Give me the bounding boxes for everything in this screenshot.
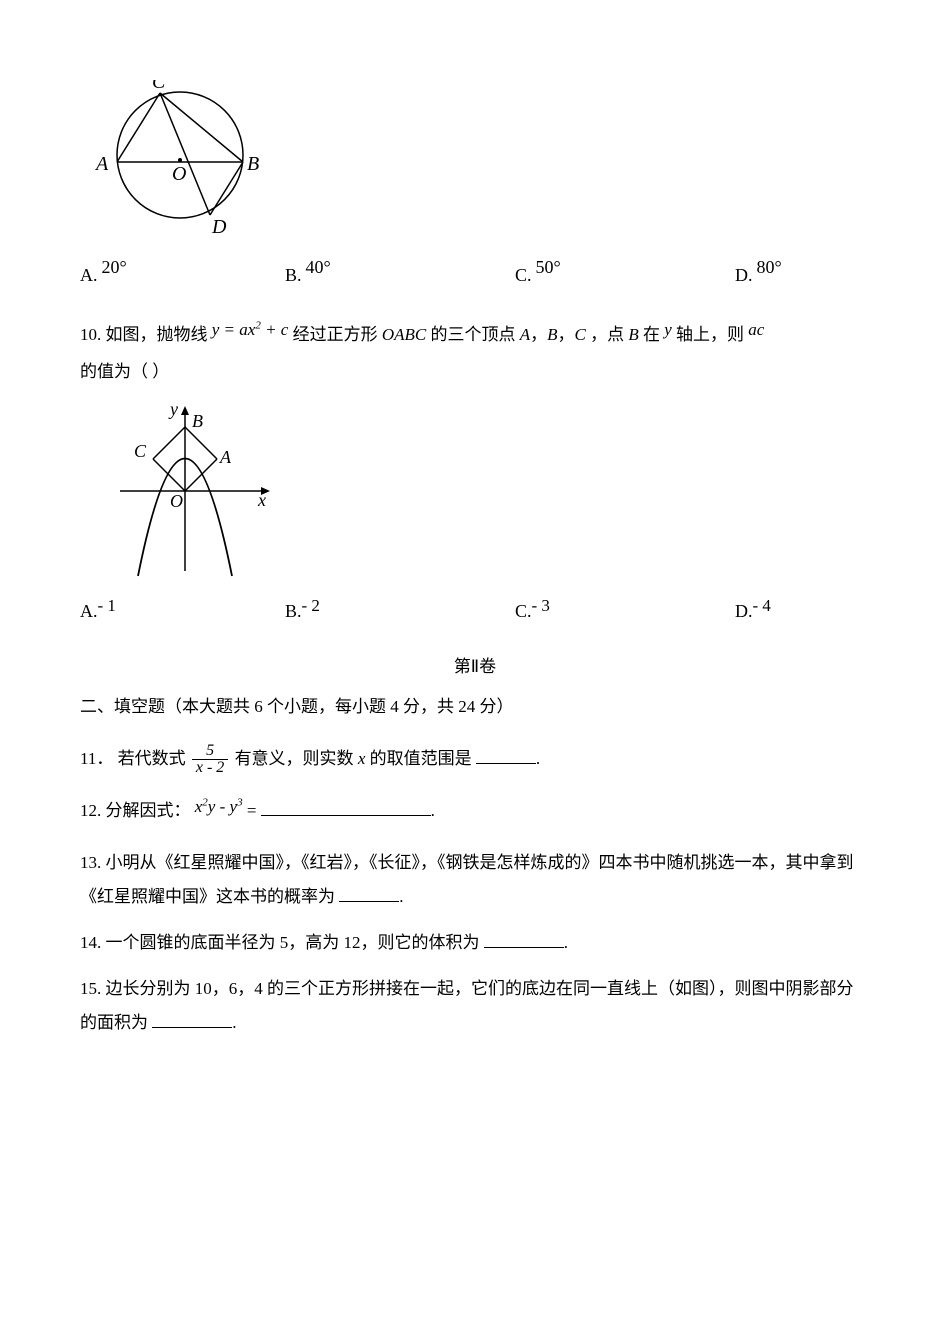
q10-text: 10. 如图，抛物线 y = ax2 + c 经过正方形 OABC 的三个顶点 …: [80, 316, 870, 391]
q13-number: 13.: [80, 853, 101, 872]
svg-text:A: A: [94, 153, 109, 175]
q9-opt-a-label: A.: [80, 265, 98, 286]
q15-blank: [152, 1008, 232, 1028]
q11-number: 11．: [80, 749, 113, 768]
q9-circle-figure: A B C D O: [90, 80, 870, 245]
q12-number: 12.: [80, 801, 101, 820]
q9-opt-a-value: 20°: [102, 257, 127, 278]
q11-var: x: [358, 749, 366, 768]
q11-t2: 有意义，则实数: [235, 749, 354, 768]
q10-opt-a-value: - 1: [98, 596, 116, 616]
svg-text:B: B: [247, 153, 259, 175]
q10-option-b: B. - 2: [285, 601, 515, 622]
q9-opt-d-value: 80°: [757, 257, 782, 278]
q14-number: 14.: [80, 933, 101, 952]
q10-opt-b-value: - 2: [302, 596, 320, 616]
q10-vertices: A: [520, 325, 530, 344]
q11-blank: [476, 744, 536, 764]
q10-square: OABC: [382, 325, 426, 344]
q10-t2: 经过正方形: [293, 325, 378, 344]
q11-frac-den: x - 2: [192, 760, 228, 776]
q12-blank: [261, 796, 431, 816]
svg-text:C: C: [134, 441, 147, 461]
svg-text:O: O: [170, 491, 183, 511]
q11-frac-num: 5: [192, 743, 228, 760]
q10-t5: 在: [643, 325, 660, 344]
q10-t4: ，点: [590, 325, 624, 344]
q12-t2: =: [247, 801, 257, 820]
q11-fraction: 5 x - 2: [192, 743, 228, 776]
q9-option-b: B. 40°: [285, 265, 515, 286]
q12-t1: 分解因式：: [106, 801, 191, 820]
q10-opt-d-value: - 4: [753, 596, 771, 616]
q10-product: ac: [748, 320, 764, 339]
q9-option-a: A. 20°: [80, 265, 285, 286]
svg-text:O: O: [172, 163, 186, 185]
q10-opt-c-value: - 3: [532, 596, 550, 616]
q10-option-d: D. - 4: [735, 601, 771, 622]
q10-formula: y = ax2 + c: [212, 320, 289, 339]
section2-desc: 二、填空题（本大题共 6 个小题，每小题 4 分，共 24 分）: [80, 692, 870, 717]
q10-opt-a-label: A.: [80, 601, 98, 622]
parabola-svg: y B C A O x: [110, 401, 280, 581]
circle-svg: A B C D O: [90, 80, 270, 240]
q10-number: 10.: [80, 325, 101, 344]
q10-opt-b-label: B.: [285, 601, 302, 622]
svg-text:C: C: [152, 80, 166, 93]
q14-text: 一个圆锥的底面半径为 5，高为 12，则它的体积为: [106, 933, 480, 952]
q10-axis: y: [664, 320, 672, 339]
svg-text:A: A: [219, 447, 232, 467]
q13-blank: [339, 882, 399, 902]
q15-line: 15. 边长分别为 10，6，4 的三个正方形拼接在一起，它们的底边在同一直线上…: [80, 972, 870, 1040]
q13-text: 小明从《红星照耀中国》，《红岩》，《长征》，《钢铁是怎样炼成的》四本书中随机挑选…: [80, 853, 854, 906]
q10-option-c: C. - 3: [515, 601, 735, 622]
q11-t3: 的取值范围是: [370, 749, 472, 768]
q9-option-d: D. 80°: [735, 265, 782, 286]
q9-opt-d-label: D.: [735, 265, 753, 286]
section2-header: 第Ⅱ卷: [80, 652, 870, 677]
q10-after: 的值为（ ）: [80, 362, 169, 381]
q15-number: 15.: [80, 979, 101, 998]
q10-options-row: A. - 1 B. - 2 C. - 3 D. - 4: [80, 601, 870, 622]
svg-text:x: x: [257, 490, 266, 510]
q14-line: 14. 一个圆锥的底面半径为 5，高为 12，则它的体积为 .: [80, 926, 870, 960]
q10-option-a: A. - 1: [80, 601, 285, 622]
q10-t1: 如图，抛物线: [106, 325, 208, 344]
q9-opt-b-value: 40°: [306, 257, 331, 278]
q13-line: 13. 小明从《红星照耀中国》，《红岩》，《长征》，《钢铁是怎样炼成的》四本书中…: [80, 846, 870, 914]
q9-opt-c-value: 50°: [536, 257, 561, 278]
q9-opt-b-label: B.: [285, 265, 302, 286]
q9-opt-c-label: C.: [515, 265, 532, 286]
q11-t1: 若代数式: [118, 749, 186, 768]
q10-opt-d-label: D.: [735, 601, 753, 622]
q9-option-c: C. 50°: [515, 265, 735, 286]
svg-text:y: y: [168, 401, 178, 419]
q14-blank: [484, 928, 564, 948]
q11-line: 11． 若代数式 5 x - 2 有意义，则实数 x 的取值范围是 .: [80, 742, 870, 777]
q10-parabola-figure: y B C A O x: [110, 401, 870, 586]
q10-point: B: [628, 325, 638, 344]
q12-line: 12. 分解因式： x2y - y3 = .: [80, 794, 870, 828]
q9-options-row: A. 20° B. 40° C. 50° D. 80°: [80, 265, 870, 286]
q10-t6: 轴上，则: [676, 325, 744, 344]
q12-formula: x2y - y3: [195, 797, 243, 816]
q10-opt-c-label: C.: [515, 601, 532, 622]
q10-t3: 的三个顶点: [430, 325, 515, 344]
svg-text:D: D: [211, 216, 227, 238]
svg-text:B: B: [192, 411, 203, 431]
